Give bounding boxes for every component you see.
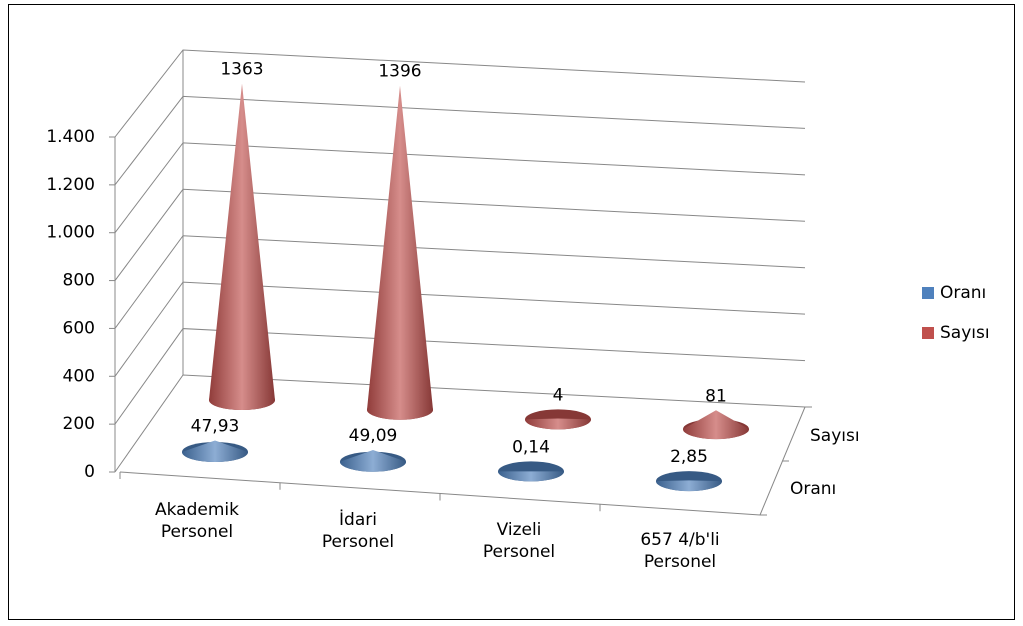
grid-line xyxy=(114,281,806,377)
cone xyxy=(182,440,248,462)
depth-label: Oranı xyxy=(790,479,836,499)
grid-line xyxy=(114,235,806,329)
cone xyxy=(209,83,275,410)
legend-swatch xyxy=(922,287,934,299)
y-tick-label: 200 xyxy=(63,414,95,434)
x-tick-label: İdari Personel xyxy=(321,510,395,552)
grid-line xyxy=(114,95,806,186)
grid-line xyxy=(114,49,806,138)
cone xyxy=(498,471,564,482)
depth-label: Sayısı xyxy=(810,426,860,446)
frame xyxy=(8,4,1015,620)
value-label: 47,93 xyxy=(191,417,240,437)
x-tick-label: Akademik Personel xyxy=(155,500,239,542)
cone xyxy=(525,418,592,430)
cone xyxy=(367,85,433,420)
cone xyxy=(656,480,722,492)
grid-line xyxy=(114,142,806,234)
y-tick-label: 800 xyxy=(63,271,95,291)
value-label: 81 xyxy=(705,386,727,406)
x-tick-label: Vizeli Personel xyxy=(482,520,556,562)
cone xyxy=(683,410,749,440)
y-tick-label: 1.200 xyxy=(46,175,95,195)
y-tick-label: 1.400 xyxy=(46,127,95,147)
legend-label: Oranı xyxy=(940,283,986,303)
grid-line xyxy=(114,328,806,425)
value-label: 49,09 xyxy=(349,426,398,446)
x-tick-label: 657 4/b'li Personel xyxy=(640,530,720,572)
y-tick-label: 600 xyxy=(63,318,95,338)
legend-swatch xyxy=(922,327,934,339)
value-label: 1363 xyxy=(220,60,263,80)
y-tick-label: 1.000 xyxy=(46,223,95,243)
value-label: 4 xyxy=(553,385,564,405)
y-tick-label: 0 xyxy=(84,462,95,482)
value-label: 2,85 xyxy=(670,447,708,467)
grid-line xyxy=(114,188,806,281)
value-label: 0,14 xyxy=(512,437,550,457)
grid-line xyxy=(114,374,806,473)
value-label: 1396 xyxy=(378,62,421,82)
y-tick-label: 400 xyxy=(63,366,95,386)
cone xyxy=(340,449,406,472)
legend-label: Sayısı xyxy=(940,323,990,343)
